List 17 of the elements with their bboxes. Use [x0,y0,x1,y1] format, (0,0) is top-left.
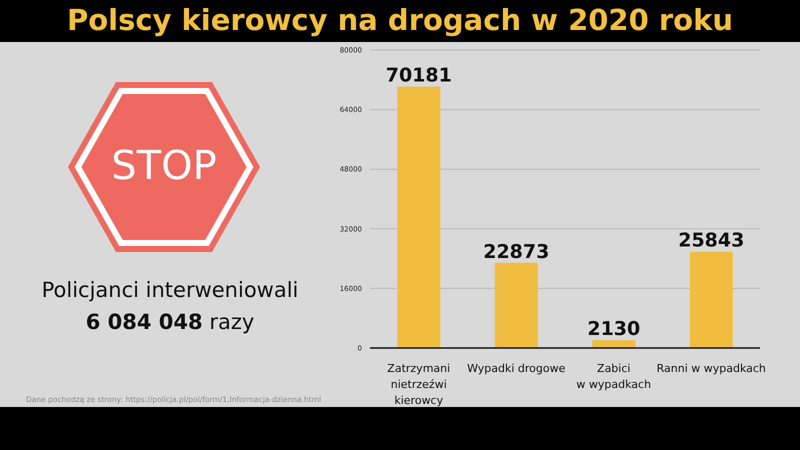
data-label: 25843 [678,230,744,252]
text: razy [209,310,254,334]
x-tick-label: Ranni w wypadkach [656,362,766,375]
data-label: 2130 [587,318,640,340]
bar [690,252,733,348]
bar [494,262,538,348]
x-tick-label: Zabici w wypadkach [576,362,652,391]
chart-title: Polscy kierowcy na drogach w 2020 roku [0,0,800,42]
bar [397,86,440,348]
data-label: 70181 [386,64,452,87]
text: Policjanci interweniowali [40,278,300,302]
text: 6 084 048 [86,310,203,334]
x-tick-label: Wypadki drogowe [467,362,566,375]
x-tick-label: Zatrzymani nietrzeźwi kierowcy [387,362,450,407]
text: STOP [110,142,218,191]
bar [592,340,636,348]
data-label: 22873 [483,240,550,263]
